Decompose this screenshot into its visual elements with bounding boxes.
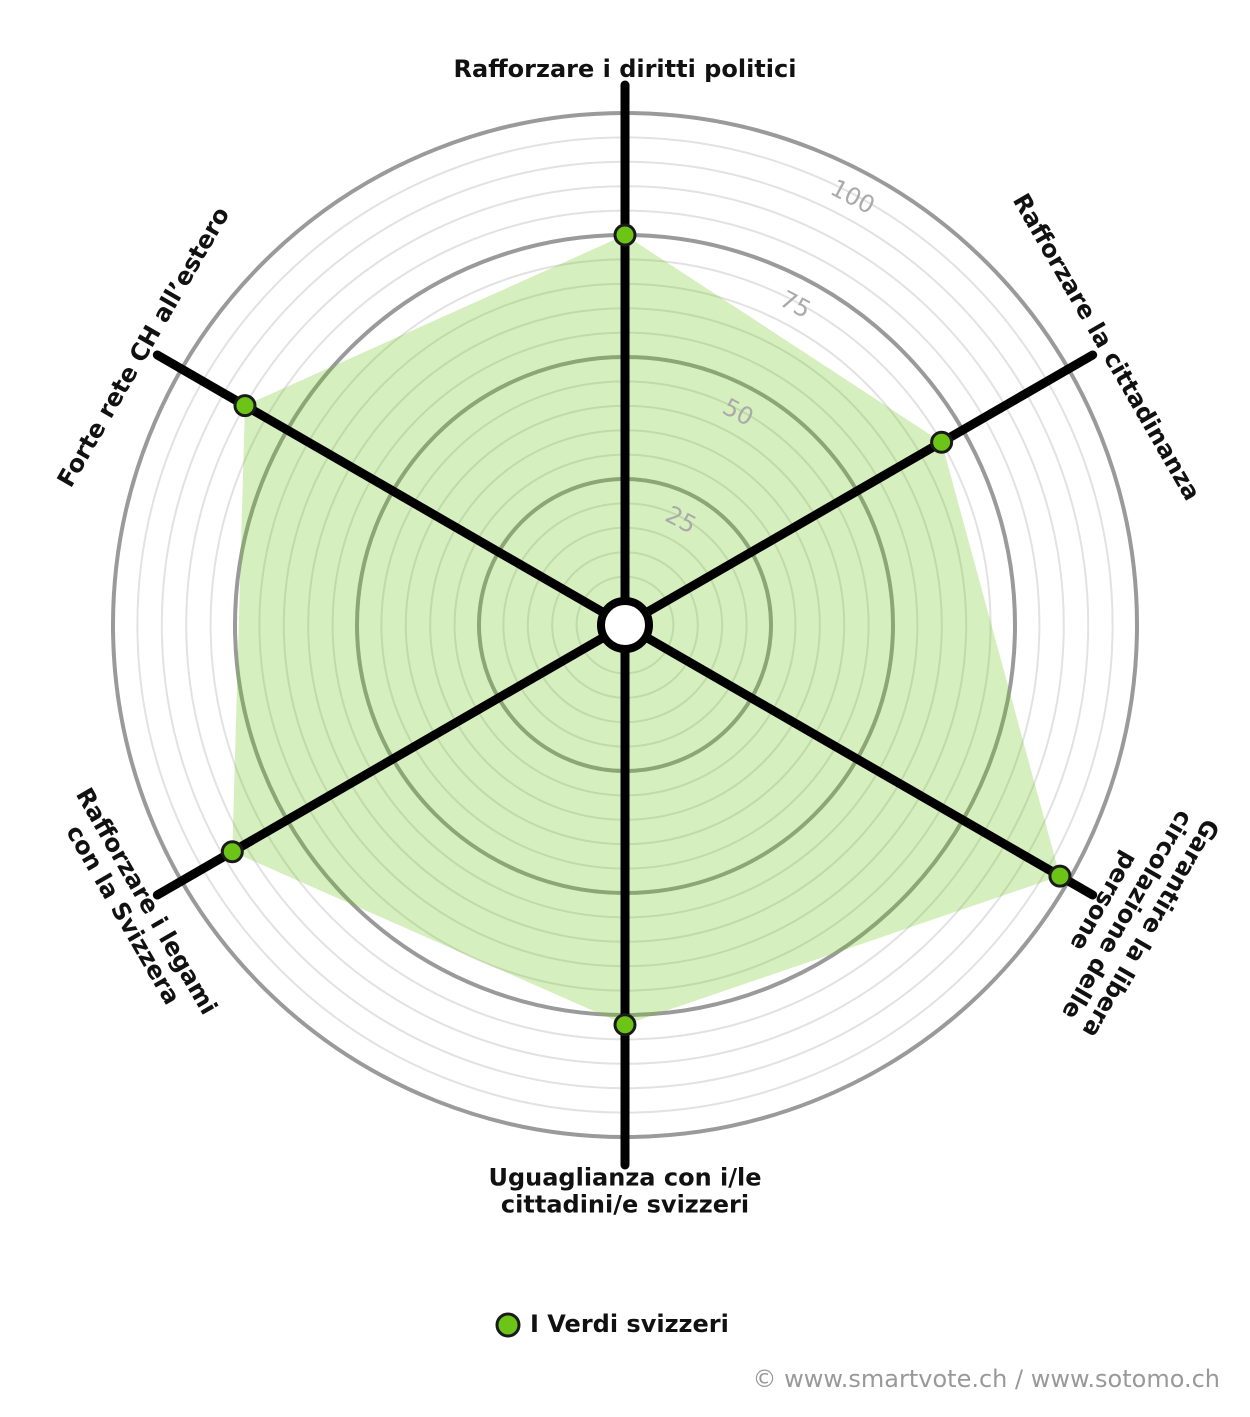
legend-marker: [495, 1312, 521, 1338]
category-label: Uguaglianza con i/le cittadini/e svizzeri: [488, 1164, 761, 1219]
center-hub: [597, 597, 653, 653]
data-point: [930, 430, 954, 454]
legend-label: I Verdi svizzeri: [530, 1310, 729, 1338]
data-point: [220, 840, 244, 864]
data-point: [613, 223, 637, 247]
data-point: [1048, 864, 1072, 888]
axis-line: [620, 620, 1098, 900]
data-point: [233, 394, 257, 418]
source: © www.smartvote.ch / www.sotomo.ch: [752, 1365, 1220, 1393]
category-label: Rafforzare i diritti politici: [454, 55, 797, 83]
data-point: [613, 1013, 637, 1037]
axis-line: [620, 350, 1098, 630]
